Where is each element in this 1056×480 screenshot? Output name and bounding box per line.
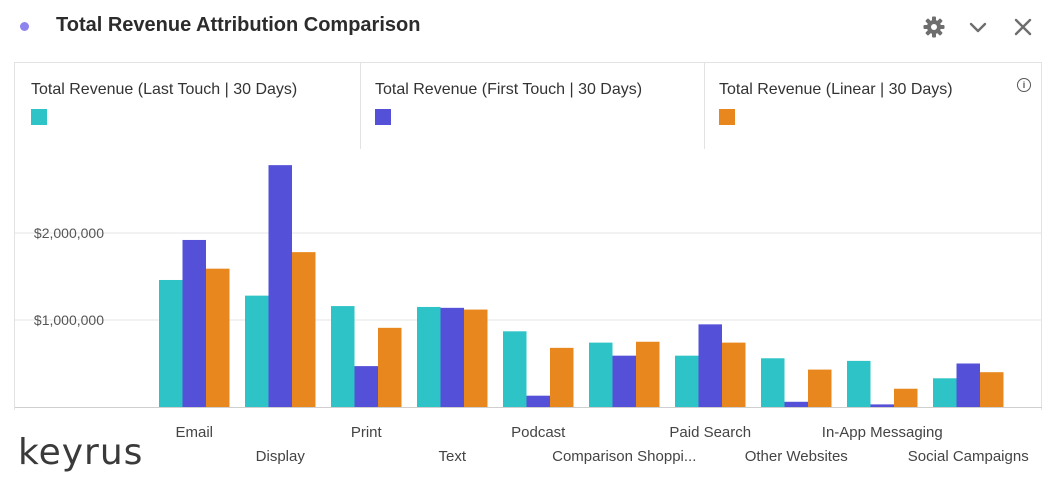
bar <box>503 331 527 407</box>
legend-label: Total Revenue (Last Touch | 30 Days) <box>31 81 298 98</box>
bar <box>675 355 699 407</box>
chart-card: Total Revenue (Last Touch | 30 Days) Tot… <box>14 62 1042 410</box>
bar <box>292 252 316 407</box>
bar <box>440 307 464 407</box>
bar <box>698 324 722 407</box>
x-tick-label: Comparison Shoppi... <box>552 448 696 465</box>
legend-item-linear[interactable]: Total Revenue (Linear | 30 Days) <box>703 63 1003 149</box>
bar <box>245 295 269 407</box>
bar <box>206 268 230 407</box>
bar <box>417 306 441 407</box>
widget-header: Total Revenue Attribution Comparison <box>0 0 1056 56</box>
bar <box>589 342 613 407</box>
chevron-down-icon[interactable] <box>965 14 991 40</box>
bar <box>636 341 660 407</box>
legend-swatch <box>719 109 735 125</box>
bar <box>159 279 183 407</box>
y-tick-label: $1,000,000 <box>34 312 104 328</box>
widget-title: Total Revenue Attribution Comparison <box>56 14 421 36</box>
y-tick-label: $2,000,000 <box>34 225 104 241</box>
bar <box>612 355 636 407</box>
legend-divider <box>360 63 361 149</box>
bar <box>784 401 808 407</box>
bar <box>980 372 1004 407</box>
x-tick-label: Other Websites <box>745 448 848 465</box>
logo-text: keyrus <box>18 432 144 473</box>
bar <box>182 239 206 407</box>
bar <box>870 404 894 407</box>
x-tick-label: Email <box>175 424 213 441</box>
x-tick-label: Text <box>438 448 466 465</box>
gear-icon[interactable] <box>921 14 947 40</box>
x-tick-label: Print <box>351 424 383 441</box>
bar <box>722 342 746 407</box>
legend-divider <box>704 63 705 149</box>
bar <box>354 366 378 407</box>
legend-label: Total Revenue (Linear | 30 Days) <box>719 81 953 98</box>
x-tick-label: Display <box>256 448 306 465</box>
bar <box>956 363 980 407</box>
bar <box>268 165 292 407</box>
legend-item-last-touch[interactable]: Total Revenue (Last Touch | 30 Days) <box>15 63 360 149</box>
legend-swatch <box>31 109 47 125</box>
bar <box>464 309 488 407</box>
legend-item-first-touch[interactable]: Total Revenue (First Touch | 30 Days) <box>359 63 704 149</box>
bar <box>847 360 871 407</box>
x-tick-label: Podcast <box>511 424 566 441</box>
bar <box>378 327 402 407</box>
status-dot <box>20 22 29 31</box>
x-tick-label: Paid Search <box>669 424 751 441</box>
legend-swatch <box>375 109 391 125</box>
bar <box>331 306 355 407</box>
info-icon[interactable]: i <box>1017 78 1031 92</box>
bar <box>808 369 832 407</box>
bar <box>526 395 550 407</box>
bar <box>761 358 785 407</box>
legend-label: Total Revenue (First Touch | 30 Days) <box>375 81 643 98</box>
close-icon[interactable] <box>1010 14 1036 40</box>
x-tick-label: In-App Messaging <box>822 424 943 441</box>
chart-legend: Total Revenue (Last Touch | 30 Days) Tot… <box>15 63 1043 149</box>
x-tick-label: Social Campaigns <box>908 448 1029 465</box>
bar <box>933 378 957 407</box>
bar <box>894 388 918 407</box>
bar <box>550 347 574 407</box>
keyrus-logo: keyrus <box>18 432 143 473</box>
